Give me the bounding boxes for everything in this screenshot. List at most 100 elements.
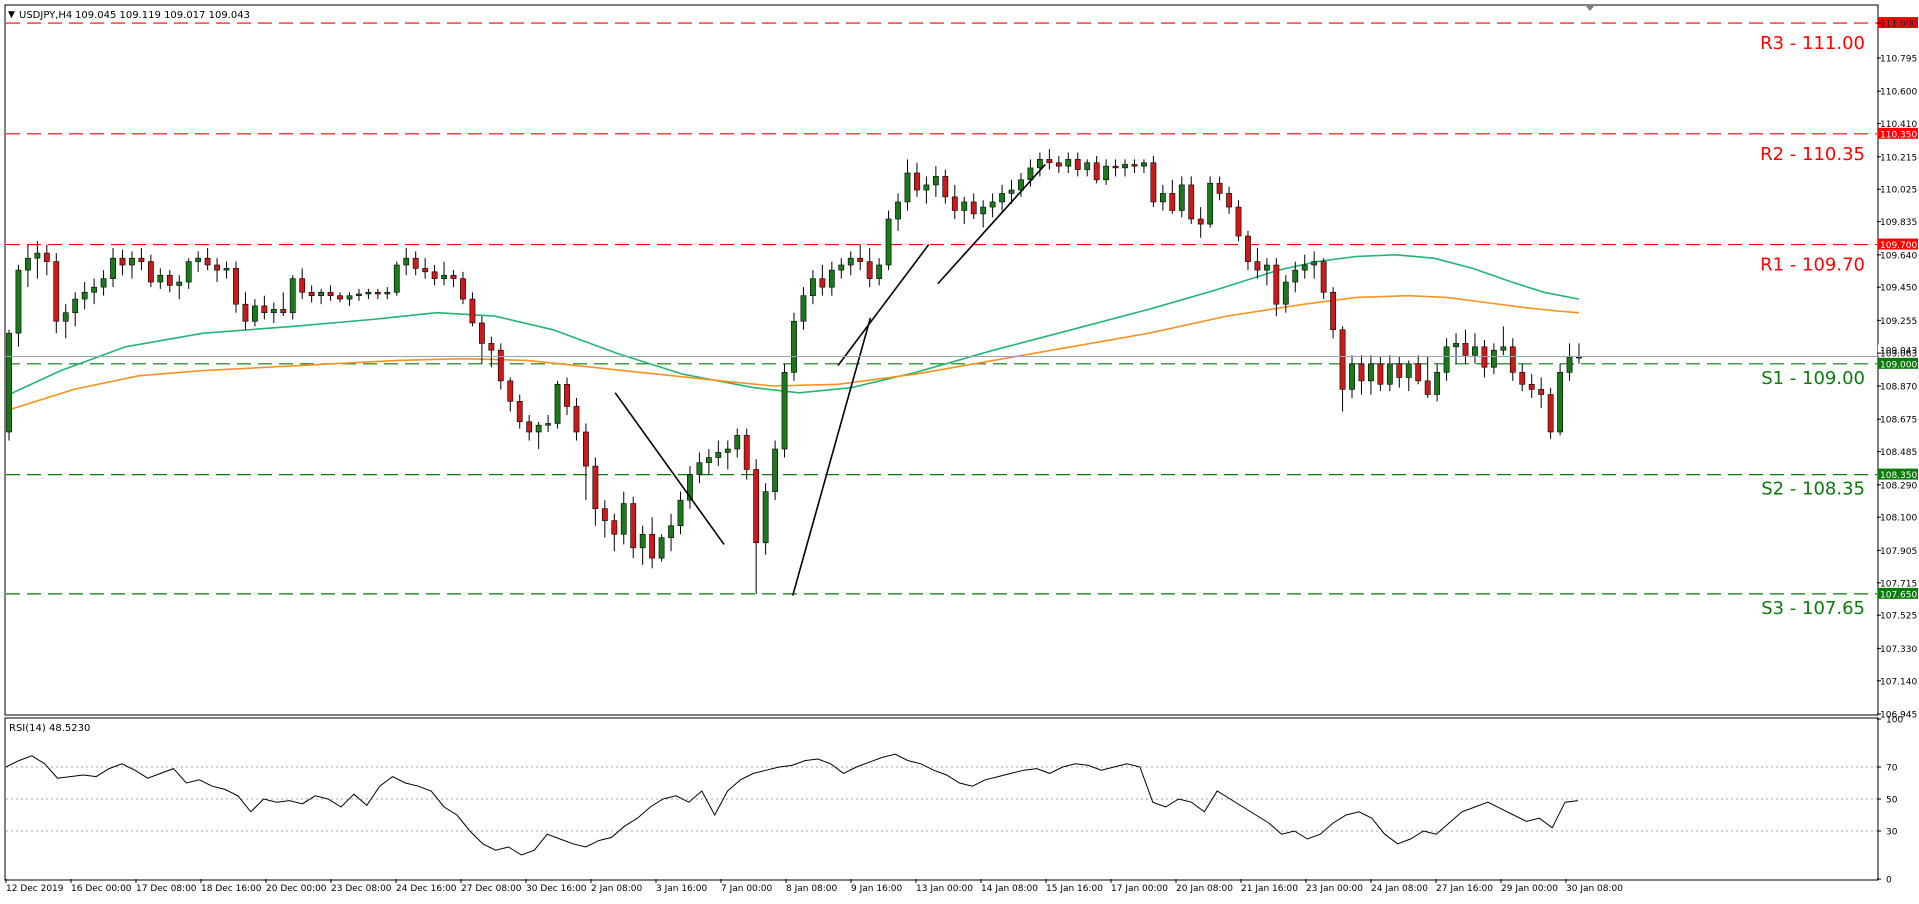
level-label-r1: R1 - 109.70	[1760, 255, 1865, 276]
candle	[1443, 338, 1450, 381]
rsi-tick-label: 0	[1886, 876, 1892, 886]
candle-body	[1557, 372, 1563, 433]
candle	[252, 299, 258, 327]
candle	[668, 513, 674, 552]
candle	[1055, 155, 1062, 173]
candle-body	[488, 343, 495, 351]
candle-body	[1528, 383, 1535, 390]
y-tick-label: 109.063	[1880, 350, 1917, 360]
candle-body	[110, 257, 116, 279]
rsi-tick-label: 50	[1886, 796, 1898, 806]
candle-body	[1453, 343, 1459, 348]
candle-body	[1074, 159, 1081, 170]
candle-body	[1093, 162, 1100, 181]
y-tick-label: 109.450	[1880, 284, 1917, 294]
level-label-s3: S3 - 107.65	[1761, 598, 1865, 619]
candle-body	[280, 309, 287, 314]
rsi-label: RSI(14) 48.5230	[9, 723, 90, 734]
candle	[1424, 357, 1431, 398]
candle	[365, 288, 372, 300]
candle	[904, 159, 911, 211]
candle	[1330, 287, 1336, 339]
candle	[1358, 355, 1365, 395]
candle-body	[1500, 346, 1507, 351]
candle-body	[1169, 193, 1176, 211]
candle	[318, 288, 325, 305]
x-tick-label: 15 Jan 16:00	[1046, 884, 1103, 894]
x-tick-label: 23 Dec 08:00	[331, 884, 392, 894]
candle	[1490, 343, 1497, 375]
rsi-tick-label: 70	[1886, 764, 1898, 774]
x-tick-label: 8 Jan 08:00	[786, 884, 838, 894]
candle-body	[62, 312, 69, 322]
y-tick-label: 111.000	[1880, 20, 1917, 30]
trend-line	[791, 317, 872, 596]
current-price-tag	[1878, 344, 1918, 356]
candle	[100, 270, 107, 296]
candle	[1226, 186, 1232, 214]
candle-body	[677, 499, 684, 527]
x-tick-label: 3 Jan 16:00	[656, 884, 708, 894]
candle	[308, 285, 315, 303]
candle-body	[422, 268, 429, 273]
x-tick-label: 24 Jan 08:00	[1371, 884, 1428, 894]
candle	[422, 258, 429, 279]
candle	[970, 193, 977, 219]
candle	[658, 534, 665, 562]
candle	[1141, 159, 1147, 173]
y-tick-label: 107.715	[1880, 579, 1917, 589]
candle-body	[923, 184, 930, 191]
candle-body	[1547, 394, 1554, 433]
candle	[1292, 261, 1299, 293]
candle-body	[1141, 162, 1147, 167]
candle	[1396, 357, 1403, 388]
candle-body	[1311, 261, 1318, 266]
candle	[772, 440, 778, 501]
x-tick-label: 17 Dec 08:00	[136, 884, 197, 894]
candle	[724, 440, 731, 470]
candle	[819, 265, 826, 296]
candle-body	[403, 257, 410, 266]
level-label-r3: R3 - 111.00	[1760, 33, 1865, 54]
candle-body	[337, 295, 343, 300]
candle	[488, 336, 495, 368]
candle	[441, 261, 447, 286]
candle-body	[460, 278, 466, 300]
candle	[762, 483, 769, 555]
candle-body	[1084, 162, 1091, 170]
level-tag-text: 110.350	[1880, 130, 1917, 140]
candle-body	[781, 372, 788, 450]
candle-body	[157, 274, 164, 283]
candle-body	[989, 201, 996, 208]
candle	[1273, 258, 1280, 317]
candle-body	[1197, 218, 1204, 225]
level-label-s1: S1 - 109.00	[1761, 368, 1865, 389]
candle	[876, 258, 883, 286]
level-label-r2: R2 - 110.35	[1760, 144, 1865, 165]
rsi-tick-label: 30	[1886, 828, 1898, 838]
candle-body	[1273, 264, 1280, 305]
candle	[507, 377, 514, 412]
x-tick-label: 9 Jan 16:00	[851, 884, 903, 894]
candle	[1472, 333, 1478, 364]
candle-body	[1226, 193, 1232, 208]
moving-average-line	[8, 253, 1580, 396]
candle-body	[365, 291, 372, 295]
candle-body	[176, 281, 183, 286]
candle	[1037, 152, 1043, 177]
candle	[743, 428, 750, 480]
chart-symbol: USDJPY,H4	[19, 10, 72, 21]
moving-average-line	[8, 294, 1580, 411]
level-tag-text: 107.650	[1880, 590, 1917, 600]
candle-body	[1490, 349, 1497, 368]
candle	[1159, 184, 1166, 211]
candle-body	[1320, 261, 1327, 293]
level-tag-s1	[1878, 357, 1918, 369]
chevron-down-icon[interactable]: ▼	[8, 10, 15, 20]
x-tick-label: 13 Jan 00:00	[916, 884, 973, 894]
candle-body	[630, 503, 637, 549]
candle	[450, 270, 457, 288]
y-tick-label: 110.795	[1880, 54, 1917, 64]
